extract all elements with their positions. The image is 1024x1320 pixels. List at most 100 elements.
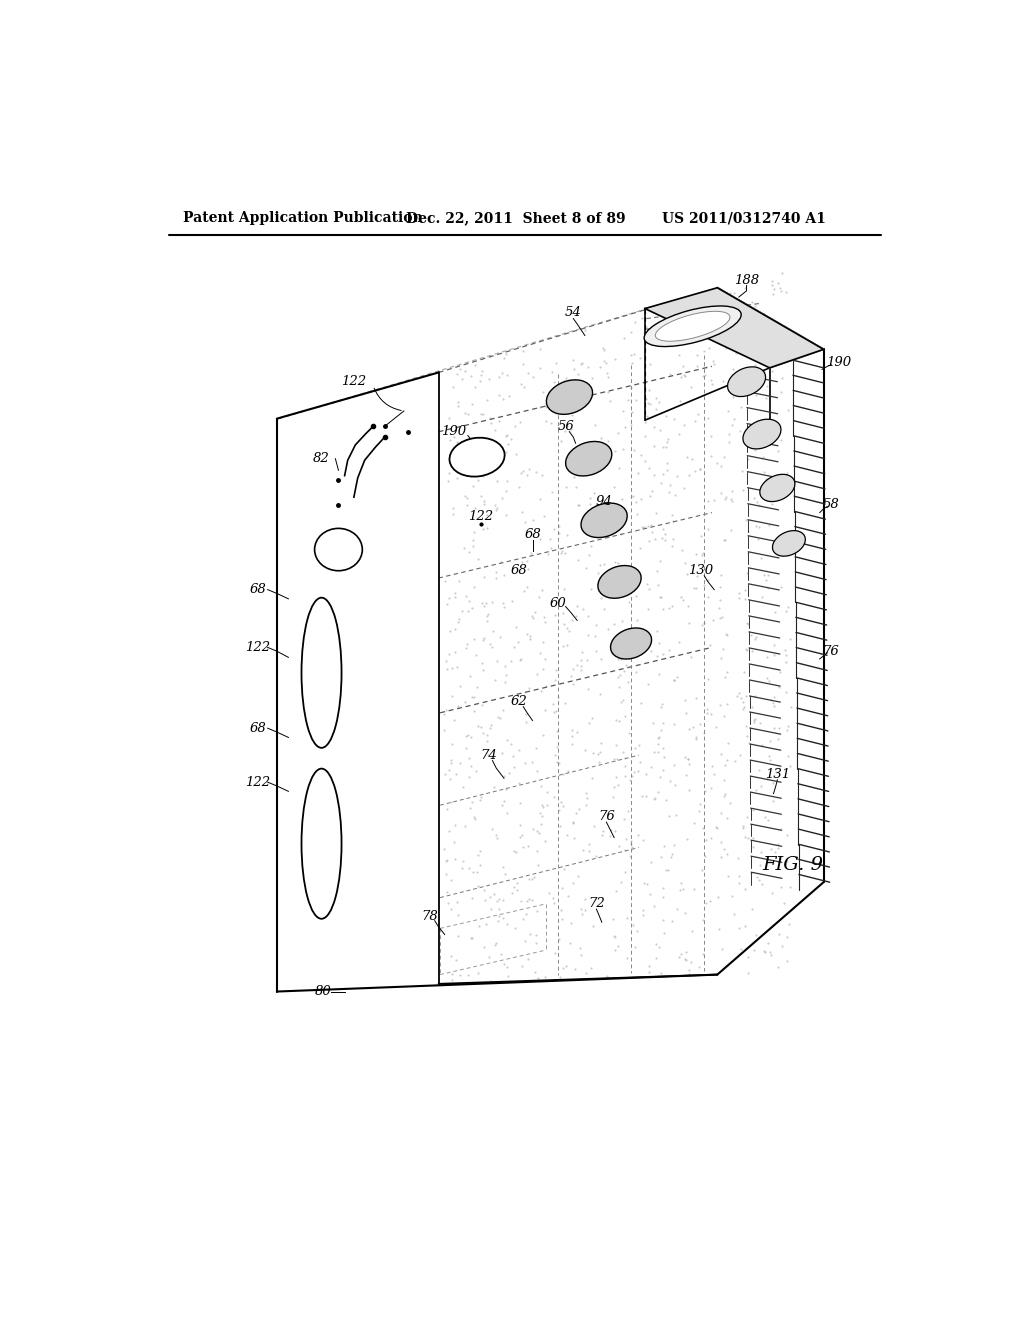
Point: [487, 561, 504, 582]
Point: [629, 921, 645, 942]
Point: [507, 416, 523, 437]
Point: [607, 820, 624, 841]
Point: [782, 628, 799, 649]
Ellipse shape: [644, 306, 741, 347]
Point: [552, 403, 568, 424]
Point: [688, 356, 705, 378]
Point: [623, 830, 639, 851]
Point: [611, 676, 628, 697]
Point: [667, 669, 683, 690]
Point: [647, 503, 664, 524]
Point: [671, 424, 687, 445]
Point: [699, 586, 716, 607]
Point: [528, 664, 545, 685]
Point: [607, 348, 624, 370]
Text: 74: 74: [480, 748, 497, 762]
Point: [532, 528, 549, 549]
Point: [761, 312, 777, 333]
Point: [651, 550, 668, 572]
Point: [522, 628, 539, 649]
Point: [713, 455, 729, 477]
Point: [683, 920, 699, 941]
Point: [623, 321, 639, 342]
Point: [772, 469, 788, 490]
Point: [441, 587, 458, 609]
Point: [570, 364, 587, 385]
Point: [438, 863, 455, 884]
Point: [754, 345, 770, 366]
Point: [700, 407, 717, 428]
Point: [530, 822, 547, 843]
Point: [647, 933, 664, 954]
Point: [676, 478, 692, 499]
Point: [494, 944, 510, 965]
Point: [758, 469, 774, 490]
Point: [488, 471, 505, 492]
Point: [782, 876, 799, 898]
Point: [689, 345, 706, 366]
Point: [581, 383, 597, 404]
Point: [520, 836, 537, 857]
Point: [569, 655, 586, 676]
Point: [759, 668, 775, 689]
Point: [738, 510, 755, 531]
Point: [468, 677, 484, 698]
Point: [532, 775, 549, 796]
Ellipse shape: [565, 441, 611, 477]
Point: [568, 477, 585, 498]
Point: [754, 874, 770, 895]
Point: [584, 768, 600, 789]
Point: [676, 414, 692, 436]
Point: [551, 752, 567, 774]
Point: [699, 569, 716, 590]
Point: [679, 446, 695, 467]
Point: [778, 601, 795, 622]
Point: [451, 609, 467, 630]
Point: [664, 504, 680, 525]
Point: [573, 944, 590, 965]
Point: [724, 491, 740, 512]
Point: [606, 748, 623, 770]
Point: [588, 615, 604, 636]
Point: [697, 892, 714, 913]
Point: [449, 657, 465, 678]
Point: [640, 531, 656, 552]
Point: [728, 337, 744, 358]
Point: [518, 623, 535, 644]
Point: [625, 915, 641, 936]
Text: Patent Application Publication: Patent Application Publication: [183, 211, 423, 226]
Point: [525, 866, 542, 887]
Point: [659, 859, 676, 880]
Point: [519, 465, 536, 486]
Point: [594, 824, 610, 845]
Point: [636, 516, 652, 537]
Point: [651, 767, 668, 788]
Point: [495, 890, 511, 911]
Point: [612, 692, 629, 713]
Point: [498, 426, 514, 447]
Point: [649, 645, 666, 667]
Point: [582, 833, 598, 854]
Point: [577, 319, 593, 341]
Point: [609, 748, 626, 770]
Point: [487, 499, 504, 520]
Point: [606, 776, 623, 797]
Point: [673, 944, 689, 965]
Point: [681, 465, 697, 486]
Point: [584, 708, 600, 729]
Point: [620, 622, 636, 643]
Point: [439, 892, 456, 913]
Point: [683, 952, 699, 973]
Point: [623, 487, 639, 508]
Point: [698, 702, 715, 723]
Point: [476, 627, 493, 648]
Point: [562, 912, 579, 933]
Point: [543, 412, 559, 433]
Point: [538, 411, 554, 432]
Point: [600, 430, 616, 451]
Point: [595, 599, 611, 620]
Point: [624, 836, 640, 857]
Point: [627, 937, 643, 958]
Point: [572, 656, 589, 677]
Point: [552, 816, 568, 837]
